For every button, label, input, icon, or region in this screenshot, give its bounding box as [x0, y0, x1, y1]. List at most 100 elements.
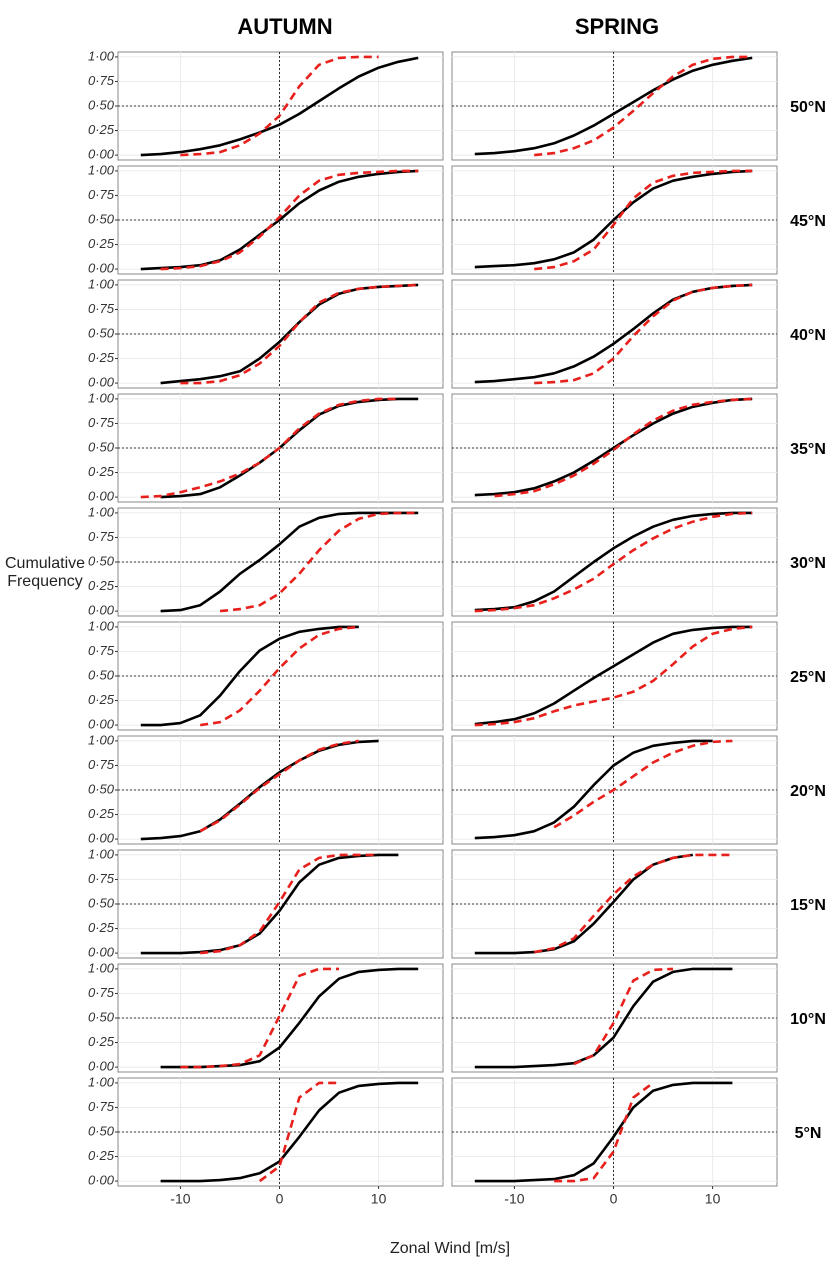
cdf-line — [258, 1081, 339, 1183]
cdf-line — [199, 739, 359, 833]
y-tick-label: 1·00 — [88, 846, 115, 861]
y-tick-label: 0·00 — [88, 1059, 115, 1074]
row-label: 25°N — [790, 669, 826, 686]
y-tick-label: 0·25 — [88, 806, 115, 821]
y-tick-label: 0·75 — [88, 73, 115, 88]
cdf-line — [140, 853, 399, 955]
row-label: 30°N — [790, 555, 826, 572]
row-label: 35°N — [790, 441, 826, 458]
y-tick-label: 0·50 — [88, 1123, 115, 1138]
cdf-line — [474, 739, 713, 840]
cdf-line — [140, 625, 359, 727]
cdf-line — [554, 1081, 654, 1183]
column-title: SPRING — [575, 14, 659, 39]
row-label: 5°N — [795, 1125, 822, 1142]
cdf-line — [474, 625, 753, 726]
cdf-line — [474, 967, 733, 1069]
cdf-line — [140, 56, 419, 157]
y-tick-label: 0·75 — [88, 643, 115, 658]
cdf-line — [474, 625, 753, 727]
cdf-line — [553, 739, 733, 829]
y-tick-label: 0·00 — [88, 603, 115, 618]
cdf-line — [534, 55, 753, 157]
y-tick-label: 0·50 — [88, 97, 115, 112]
cdf-line — [533, 853, 733, 954]
column-title: AUTUMN — [237, 14, 332, 39]
y-tick-label: 0·75 — [88, 415, 115, 430]
row-label: 10°N — [790, 1011, 826, 1028]
y-tick-label: 0·75 — [88, 985, 115, 1000]
y-tick-label: 1·00 — [88, 162, 115, 177]
cdf-line — [474, 169, 753, 269]
cdf-line — [160, 511, 419, 613]
x-tick-label: 0 — [610, 1191, 618, 1207]
y-tick-label: 0·25 — [88, 122, 115, 137]
y-tick-label: 0·00 — [88, 147, 115, 162]
y-tick-label: 0·25 — [88, 236, 115, 251]
y-axis-label: Cumulative Frequency — [5, 555, 86, 590]
y-tick-label: 1·00 — [88, 276, 115, 291]
y-tick-label: 0·00 — [88, 375, 115, 390]
y-tick-label: 0·25 — [88, 464, 115, 479]
y-tick-label: 0·75 — [88, 301, 115, 316]
row-label: 20°N — [790, 783, 826, 800]
y-tick-label: 0·50 — [88, 553, 115, 568]
y-tick-label: 0·00 — [88, 261, 115, 276]
cdf-line — [474, 1081, 733, 1183]
y-tick-label: 0·50 — [88, 439, 115, 454]
x-tick-label: 10 — [705, 1191, 721, 1207]
y-tick-label: 0·00 — [88, 945, 115, 960]
y-tick-label: 0·50 — [88, 211, 115, 226]
y-tick-label: 0·25 — [88, 350, 115, 365]
cdf-line — [474, 511, 753, 612]
cdf-line — [160, 169, 419, 271]
x-axis-label: Zonal Wind [m/s] — [389, 1240, 511, 1257]
y-tick-label: 0·25 — [88, 1034, 115, 1049]
row-label: 40°N — [790, 327, 826, 344]
y-tick-label: 1·00 — [88, 48, 115, 63]
y-tick-label: 0·25 — [88, 1148, 115, 1163]
y-tick-label: 0·75 — [88, 529, 115, 544]
y-tick-label: 0·75 — [88, 871, 115, 886]
y-tick-label: 0·25 — [88, 692, 115, 707]
y-tick-label: 1·00 — [88, 732, 115, 747]
cdf-line — [160, 1081, 419, 1183]
y-tick-label: 1·00 — [88, 390, 115, 405]
y-tick-label: 0·75 — [88, 187, 115, 202]
x-tick-label: -10 — [170, 1191, 190, 1207]
y-tick-label: 0·00 — [88, 831, 115, 846]
row-label: 15°N — [790, 897, 826, 914]
y-tick-label: 0·00 — [88, 489, 115, 504]
y-tick-label: 1·00 — [88, 618, 115, 633]
y-tick-label: 0·25 — [88, 920, 115, 935]
cdf-line — [474, 283, 753, 384]
y-tick-label: 0·50 — [88, 895, 115, 910]
cdf-line — [200, 625, 359, 727]
y-tick-label: 0·75 — [88, 757, 115, 772]
cdf-line — [474, 853, 693, 955]
row-label: 50°N — [790, 99, 826, 116]
y-tick-label: 0·50 — [88, 1009, 115, 1024]
y-tick-label: 0·50 — [88, 325, 115, 340]
cdf-line — [219, 511, 419, 613]
x-tick-label: -10 — [504, 1191, 524, 1207]
cdf-line — [474, 511, 753, 613]
cdf-line — [534, 283, 753, 385]
y-tick-label: 0·25 — [88, 578, 115, 593]
x-tick-label: 10 — [371, 1191, 387, 1207]
y-tick-label: 0·50 — [88, 667, 115, 682]
cdf-line — [140, 739, 379, 841]
cdf-line — [200, 853, 379, 955]
cdf-line — [494, 397, 753, 498]
y-tick-label: 0·75 — [88, 1099, 115, 1114]
y-tick-label: 1·00 — [88, 504, 115, 519]
y-tick-label: 1·00 — [88, 1074, 115, 1089]
cdf-line — [180, 55, 379, 157]
y-tick-label: 0·00 — [88, 1173, 115, 1188]
cdf-line — [474, 56, 753, 156]
cdf-line — [180, 967, 339, 1069]
cdf-line — [140, 397, 399, 499]
cdf-line — [160, 967, 419, 1069]
